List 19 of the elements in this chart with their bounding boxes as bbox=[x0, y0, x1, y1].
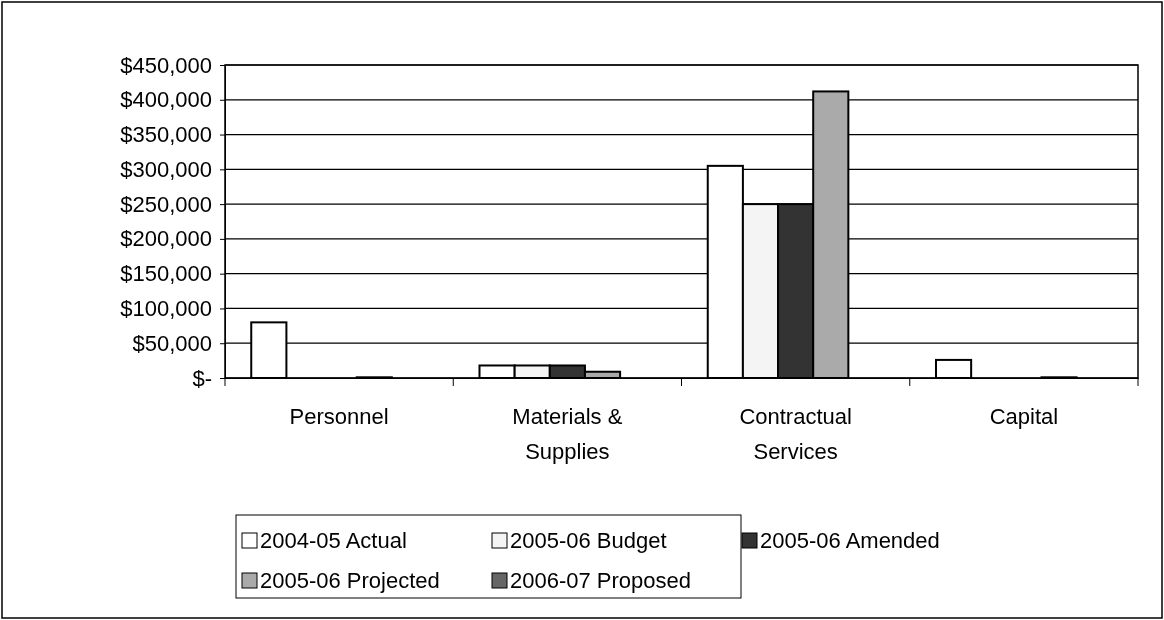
legend-label: 2005-06 Budget bbox=[510, 528, 667, 553]
legend-label: 2004-05 Actual bbox=[260, 528, 407, 553]
y-tick-label: $450,000 bbox=[120, 52, 212, 78]
y-tick-label: $350,000 bbox=[120, 122, 212, 148]
legend-label: 2005-06 Amended bbox=[760, 528, 940, 553]
y-tick-label: $300,000 bbox=[120, 156, 212, 182]
x-tick-label: Contractual Services bbox=[739, 403, 852, 464]
y-tick-label: $100,000 bbox=[120, 295, 212, 321]
x-tick-label: Materials & Supplies bbox=[512, 403, 623, 464]
y-tick-label: $150,000 bbox=[120, 261, 212, 287]
x-tick-label: Capital bbox=[989, 403, 1059, 429]
y-tick-label: $50,000 bbox=[132, 330, 212, 356]
legend-label: 2006-07 Proposed bbox=[510, 568, 692, 593]
y-tick-label: $200,000 bbox=[120, 226, 212, 252]
y-tick-label: $400,000 bbox=[120, 87, 212, 113]
x-tick-label: Personnel bbox=[289, 403, 389, 429]
y-tick-label: $250,000 bbox=[120, 191, 212, 217]
legend-label: 2005-06 Projected bbox=[260, 568, 440, 593]
y-tick-label: $- bbox=[192, 365, 212, 391]
